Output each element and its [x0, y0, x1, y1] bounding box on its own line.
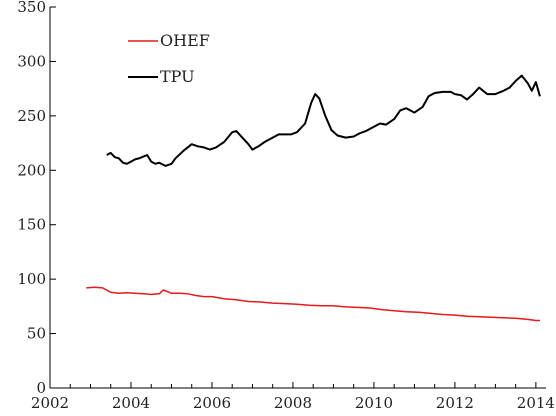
x-axis-ticks: 2002 2004 2006 2008 2010 2012 2014 — [31, 382, 555, 412]
y-tick-label: 0 — [36, 379, 46, 397]
y-tick-label: 200 — [17, 161, 46, 179]
plot-area — [49, 7, 546, 389]
y-tick-label: 100 — [17, 270, 46, 288]
legend: OHEF TPU — [128, 31, 210, 86]
x-tick-label: 2014 — [517, 394, 555, 412]
y-axis-ticks: 0 50 100 150 200 250 300 350 — [17, 0, 56, 397]
x-tick-label: 2002 — [31, 394, 69, 412]
y-tick-label: 150 — [17, 216, 46, 234]
y-tick-label: 300 — [17, 52, 46, 70]
y-tick-label: 50 — [27, 325, 46, 343]
x-tick-label: 2006 — [193, 394, 231, 412]
series-lines — [86, 74, 541, 322]
legend-label-ohef: OHEF — [160, 31, 210, 50]
x-tick-label: 2004 — [112, 394, 150, 412]
x-tick-label: 2012 — [436, 394, 474, 412]
x-tick-label: 2010 — [355, 394, 393, 412]
legend-label-tpu: TPU — [160, 67, 195, 86]
y-tick-label: 250 — [17, 107, 46, 125]
y-tick-label: 350 — [17, 0, 46, 16]
x-tick-label: 2008 — [274, 394, 312, 412]
series-line-ohef — [86, 286, 540, 322]
series-line-tpu — [106, 74, 541, 167]
